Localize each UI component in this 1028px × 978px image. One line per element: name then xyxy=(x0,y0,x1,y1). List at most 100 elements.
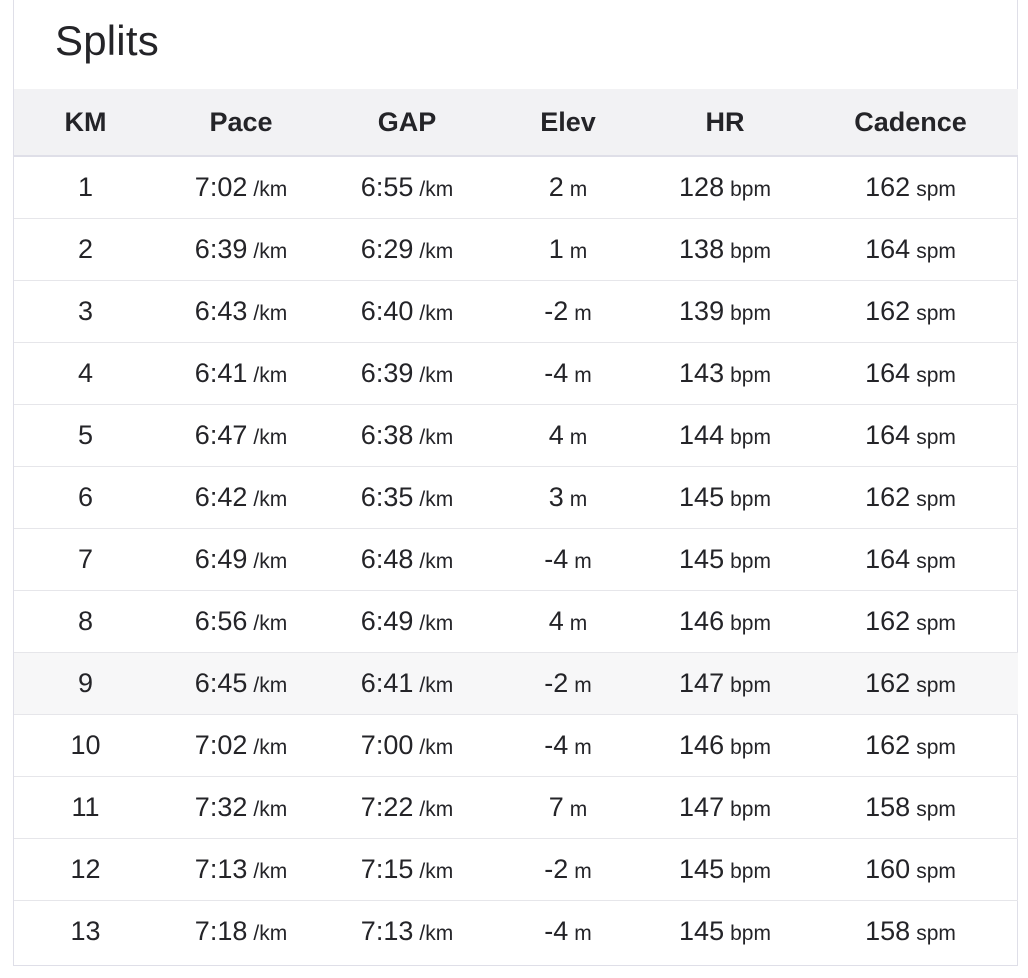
cell-cadence: 164 spm xyxy=(803,218,1018,281)
cell-pace: 7:32/km xyxy=(157,776,325,839)
cell-elev: -4 m xyxy=(489,342,647,405)
cell-cadence: 162 spm xyxy=(803,590,1018,653)
km-value: 5 xyxy=(77,419,94,450)
gap-value: 7:15 xyxy=(360,853,414,884)
pace-unit: /km xyxy=(253,301,288,325)
pace-value: 7:13 xyxy=(194,853,248,884)
cell-hr: 145 bpm xyxy=(647,528,803,591)
elev-unit: m xyxy=(574,859,592,883)
cell-hr: 146 bpm xyxy=(647,590,803,653)
km-value: 12 xyxy=(70,853,101,884)
pace-value: 7:18 xyxy=(194,915,248,946)
cadence-value: 162 xyxy=(865,667,911,698)
hr-value: 139 xyxy=(679,295,725,326)
gap-unit: /km xyxy=(419,673,454,697)
cell-km: 9 xyxy=(14,652,157,715)
cell-cadence: 164 spm xyxy=(803,528,1018,591)
km-value: 1 xyxy=(77,171,94,202)
cell-km: 13 xyxy=(14,900,157,962)
table-row[interactable]: 2 6:39/km 6:29/km 1 m 138 bpm 164 spm xyxy=(14,218,1018,281)
km-value: 7 xyxy=(77,543,94,574)
elev-value: 4 xyxy=(548,419,564,450)
pace-unit: /km xyxy=(253,549,288,573)
hr-unit: bpm xyxy=(730,797,771,821)
cell-gap: 7:00/km xyxy=(325,714,489,777)
cell-gap: 6:48/km xyxy=(325,528,489,591)
elev-unit: m xyxy=(569,177,588,201)
cell-hr: 145 bpm xyxy=(647,900,803,962)
gap-unit: /km xyxy=(419,549,454,573)
gap-value: 7:13 xyxy=(360,915,414,946)
table-row[interactable]: 10 7:02/km 7:00/km -4 m 146 bpm 162 spm xyxy=(14,714,1018,777)
header-km: KM xyxy=(14,89,157,157)
cell-km: 5 xyxy=(14,404,157,467)
gap-unit: /km xyxy=(419,487,454,511)
header-elev: Elev xyxy=(489,89,647,157)
cell-gap: 7:13/km xyxy=(325,900,489,962)
hr-value: 147 xyxy=(679,791,725,822)
table-row[interactable]: 7 6:49/km 6:48/km -4 m 145 bpm 164 spm xyxy=(14,528,1018,591)
pace-value: 6:45 xyxy=(194,667,248,698)
pace-unit: /km xyxy=(253,363,288,387)
cadence-unit: spm xyxy=(916,301,956,325)
cell-km: 3 xyxy=(14,280,157,343)
cell-km: 6 xyxy=(14,466,157,529)
cell-pace: 6:41/km xyxy=(157,342,325,405)
elev-value: 7 xyxy=(548,791,564,822)
header-pace: Pace xyxy=(157,89,325,157)
gap-value: 7:00 xyxy=(360,729,414,760)
cadence-unit: spm xyxy=(916,859,956,883)
gap-value: 6:39 xyxy=(360,357,414,388)
gap-value: 6:35 xyxy=(360,481,414,512)
table-row[interactable]: 11 7:32/km 7:22/km 7 m 147 bpm 158 spm xyxy=(14,776,1018,839)
gap-value: 6:38 xyxy=(360,419,414,450)
cell-pace: 6:42/km xyxy=(157,466,325,529)
cadence-value: 158 xyxy=(865,915,911,946)
gap-unit: /km xyxy=(419,177,454,201)
elev-unit: m xyxy=(574,549,592,573)
table-row[interactable]: 1 7:02/km 6:55/km 2 m 128 bpm 162 spm xyxy=(14,156,1018,219)
table-row[interactable]: 6 6:42/km 6:35/km 3 m 145 bpm 162 spm xyxy=(14,466,1018,529)
km-value: 6 xyxy=(77,481,94,512)
cell-pace: 6:56/km xyxy=(157,590,325,653)
table-row[interactable]: 4 6:41/km 6:39/km -4 m 143 bpm 164 spm xyxy=(14,342,1018,405)
hr-value: 146 xyxy=(679,605,725,636)
gap-value: 6:41 xyxy=(360,667,414,698)
pace-value: 6:41 xyxy=(194,357,248,388)
elev-unit: m xyxy=(569,425,588,449)
cell-cadence: 162 spm xyxy=(803,280,1018,343)
cadence-unit: spm xyxy=(916,549,956,573)
cell-cadence: 162 spm xyxy=(803,466,1018,529)
cell-gap: 6:55/km xyxy=(325,156,489,219)
pace-value: 6:42 xyxy=(194,481,248,512)
cell-km: 4 xyxy=(14,342,157,405)
elev-value: -2 xyxy=(544,295,569,326)
cell-hr: 147 bpm xyxy=(647,652,803,715)
hr-unit: bpm xyxy=(730,239,771,263)
cell-pace: 6:43/km xyxy=(157,280,325,343)
cell-km: 11 xyxy=(14,776,157,839)
table-row[interactable]: 13 7:18/km 7:13/km -4 m 145 bpm 158 spm xyxy=(14,900,1018,962)
hr-unit: bpm xyxy=(730,611,771,635)
table-row[interactable]: 5 6:47/km 6:38/km 4 m 144 bpm 164 spm xyxy=(14,404,1018,467)
cadence-value: 162 xyxy=(865,171,911,202)
cell-gap: 6:38/km xyxy=(325,404,489,467)
hr-value: 147 xyxy=(679,667,725,698)
splits-rows: 1 7:02/km 6:55/km 2 m 128 bpm 162 spm 2 6:39/km 6:2… xyxy=(14,156,1018,962)
cell-gap: 6:41/km xyxy=(325,652,489,715)
pace-value: 7:32 xyxy=(194,791,248,822)
elev-value: 1 xyxy=(548,233,564,264)
table-row[interactable]: 8 6:56/km 6:49/km 4 m 146 bpm 162 spm xyxy=(14,590,1018,653)
table-row[interactable]: 9 6:45/km 6:41/km -2 m 147 bpm 162 spm xyxy=(14,652,1018,715)
pace-value: 7:02 xyxy=(194,729,248,760)
gap-unit: /km xyxy=(419,363,454,387)
table-row[interactable]: 3 6:43/km 6:40/km -2 m 139 bpm 162 spm xyxy=(14,280,1018,343)
km-value: 3 xyxy=(77,295,94,326)
cadence-unit: spm xyxy=(916,363,956,387)
cell-gap: 6:39/km xyxy=(325,342,489,405)
cell-elev: -2 m xyxy=(489,652,647,715)
table-row[interactable]: 12 7:13/km 7:15/km -2 m 145 bpm 160 spm xyxy=(14,838,1018,901)
